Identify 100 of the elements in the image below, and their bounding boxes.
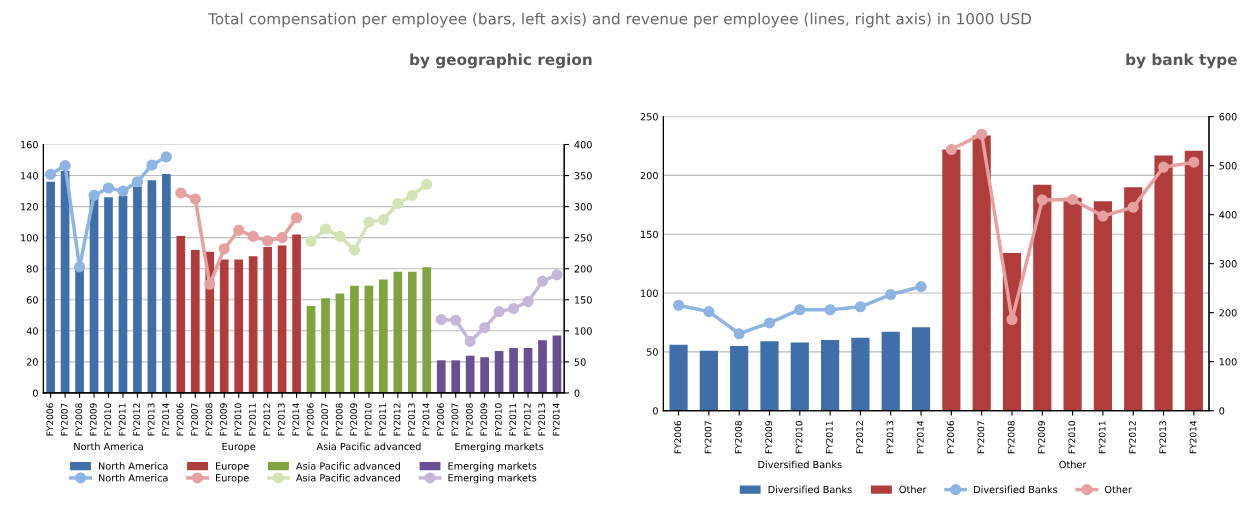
y-tick-label: 150 — [641, 230, 658, 239]
x-tick-label: FY2008 — [75, 403, 83, 436]
point — [854, 301, 866, 313]
bar — [133, 186, 142, 393]
bar — [465, 355, 475, 393]
x-tick-label: FY2006 — [437, 403, 444, 436]
bar — [118, 195, 128, 393]
point — [291, 212, 303, 224]
bar — [147, 180, 157, 393]
bar — [364, 285, 374, 393]
point — [1067, 193, 1079, 205]
point — [976, 128, 988, 140]
x-tick-label: FY2009 — [350, 403, 358, 436]
y2-tick-label: 50 — [574, 358, 586, 366]
x-tick-label: FY2011 — [379, 403, 386, 436]
point — [885, 288, 897, 301]
y2-tick-label: 600 — [1219, 113, 1237, 121]
point — [146, 159, 158, 171]
bar — [760, 341, 779, 411]
point — [262, 235, 274, 247]
y2-tick-label: 400 — [1219, 211, 1237, 219]
x-tick-label: FY2009 — [1038, 421, 1045, 454]
bar — [393, 271, 403, 393]
legend-label: Emerging markets — [448, 473, 537, 484]
y-tick-label: 100 — [21, 234, 38, 242]
point — [247, 230, 259, 242]
chart-subtitle: by bank type — [1126, 53, 1237, 69]
point — [74, 261, 86, 273]
x-tick-label: FY2013 — [277, 403, 285, 436]
bar — [277, 245, 287, 393]
point — [218, 243, 230, 255]
legend-label: Asia Pacific advanced — [295, 462, 400, 470]
x-tick-label: FY2006 — [674, 420, 682, 454]
x-tick-label: FY2006 — [947, 420, 954, 454]
point — [175, 187, 187, 199]
y-tick-label: 0 — [652, 407, 658, 415]
x-tick-label: FY2010 — [364, 403, 372, 436]
point — [319, 223, 332, 235]
bar — [176, 236, 186, 393]
point — [204, 278, 216, 290]
point — [305, 235, 317, 247]
point — [189, 193, 201, 205]
bar — [942, 149, 961, 411]
y-tick-label: 80 — [26, 265, 38, 273]
y-tick-label: 100 — [641, 289, 658, 297]
x-tick-label: FY2014 — [552, 403, 560, 436]
y2-tick-label: 300 — [1219, 260, 1237, 268]
legend-label: Asia Pacific advanced — [295, 473, 400, 482]
point — [915, 281, 927, 293]
x-tick-label: FY2009 — [220, 403, 227, 436]
text: North America — [74, 442, 143, 451]
y-tick-label: 120 — [21, 203, 38, 211]
y-tick-label: 250 — [640, 113, 658, 121]
y2-tick-label: 300 — [574, 203, 592, 211]
y-tick-label: 140 — [21, 172, 38, 180]
y2-tick-label: 0 — [1219, 407, 1225, 415]
point — [406, 189, 418, 201]
bar — [46, 181, 55, 393]
bar — [436, 360, 446, 393]
y2-tick-label: 200 — [574, 265, 592, 273]
x-tick-label: FY2012 — [263, 403, 271, 436]
x-tick-label: FY2014 — [162, 403, 169, 436]
point — [102, 182, 115, 194]
x-tick-label: FY2012 — [856, 421, 864, 454]
x-tick-label: FY2009 — [480, 403, 488, 436]
x-tick-label: FY2010 — [494, 403, 502, 436]
x-tick-label: FY2011 — [118, 403, 126, 436]
x-tick-label: FY2008 — [734, 421, 742, 454]
y-tick-label: 40 — [26, 327, 38, 335]
x-tick-label: FY2009 — [765, 421, 773, 454]
legend-label: North America — [98, 462, 168, 470]
point — [551, 269, 563, 281]
bar — [699, 350, 718, 411]
bar — [422, 267, 432, 393]
bar — [379, 279, 388, 393]
bar — [972, 135, 991, 411]
legend-label: Europe — [216, 474, 249, 484]
point — [59, 160, 71, 172]
text: Total compensation per employee (bars, left axis) and revenue per employee (lines, right axis) in 1000 USD — [207, 12, 1032, 28]
point — [334, 230, 346, 242]
point — [672, 299, 685, 311]
bar — [1063, 197, 1082, 411]
y-tick-label: 50 — [646, 348, 658, 356]
point — [1097, 210, 1109, 222]
bar — [407, 271, 417, 393]
y2-tick-label: 0 — [574, 389, 580, 397]
bar — [851, 337, 870, 411]
y2-tick-label: 100 — [1219, 358, 1237, 366]
x-tick-label: FY2006 — [46, 403, 54, 436]
x-tick-label: FY2011 — [1098, 421, 1106, 454]
x-tick-label: FY2006 — [306, 403, 314, 436]
x-tick-label: FY2011 — [509, 403, 517, 436]
point — [1036, 194, 1048, 206]
bar — [162, 174, 171, 393]
bar — [263, 246, 272, 393]
point — [945, 143, 957, 156]
text: Europe — [222, 442, 256, 453]
legend-label: Diversified Banks — [768, 485, 852, 494]
legend-label: North America — [98, 473, 168, 482]
point — [88, 189, 100, 201]
